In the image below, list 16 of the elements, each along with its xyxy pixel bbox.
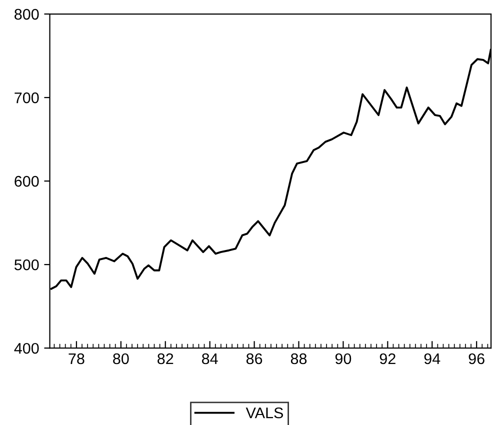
x-tick-label: 86 [246,353,262,364]
x-tick-label: 90 [335,353,352,364]
x-tick-label: 88 [290,353,307,364]
y-tick-label: 600 [14,176,39,187]
legend-label: VALS [246,407,283,418]
x-tick-label: 78 [68,353,84,364]
x-tick-label: 94 [424,353,440,364]
x-tick-label: 82 [158,353,174,364]
x-tick-label: 80 [113,353,129,364]
x-tick-label: 92 [380,353,396,364]
y-tick-label: 700 [14,92,39,104]
y-tick-label: 400 [14,342,39,354]
y-tick-label: 500 [14,259,39,270]
x-tick-label: 96 [468,353,484,364]
y-tick-label: 800 [14,8,39,20]
x-tick-label: 84 [202,353,218,364]
